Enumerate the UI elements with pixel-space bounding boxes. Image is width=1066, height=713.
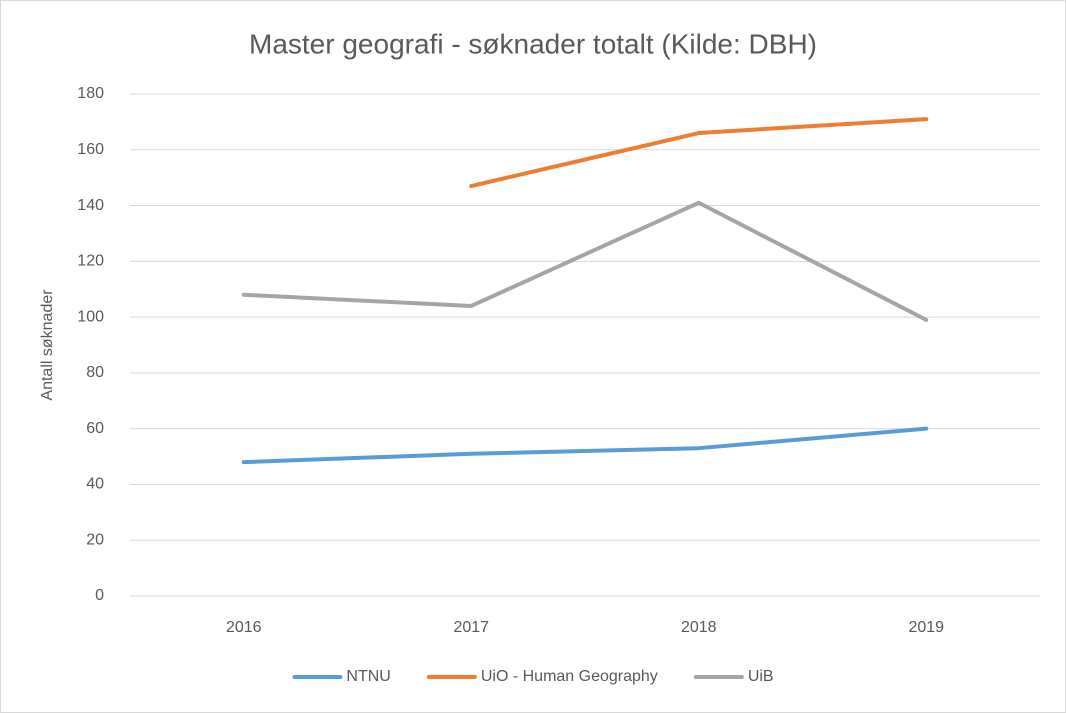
y-tick-label: 60 [86,420,104,437]
y-tick-label: 160 [77,141,104,158]
x-tick-label: 2018 [681,619,717,636]
series-line [241,426,929,465]
y-tick-label: 100 [77,308,104,325]
y-tick-label: 140 [77,197,104,214]
series-line [241,200,929,322]
series-line [469,117,929,189]
x-tick-label: 2019 [908,619,944,636]
x-tick-label: 2017 [453,619,489,636]
legend-label: UiB [748,668,774,685]
legend-label: UiO - Human Geography [481,668,658,685]
chart-title: Master geografi - søknader totalt (Kilde… [249,28,817,59]
x-tick-label: 2016 [226,619,262,636]
legend-label: NTNU [346,668,390,685]
y-axis-label: Antall søknader [39,289,56,401]
y-tick-label: 180 [77,85,104,102]
y-tick-label: 40 [86,476,104,493]
y-tick-label: 20 [86,531,104,548]
y-tick-label: 0 [95,587,104,604]
y-tick-label: 80 [86,364,104,381]
y-tick-label: 120 [77,253,104,270]
